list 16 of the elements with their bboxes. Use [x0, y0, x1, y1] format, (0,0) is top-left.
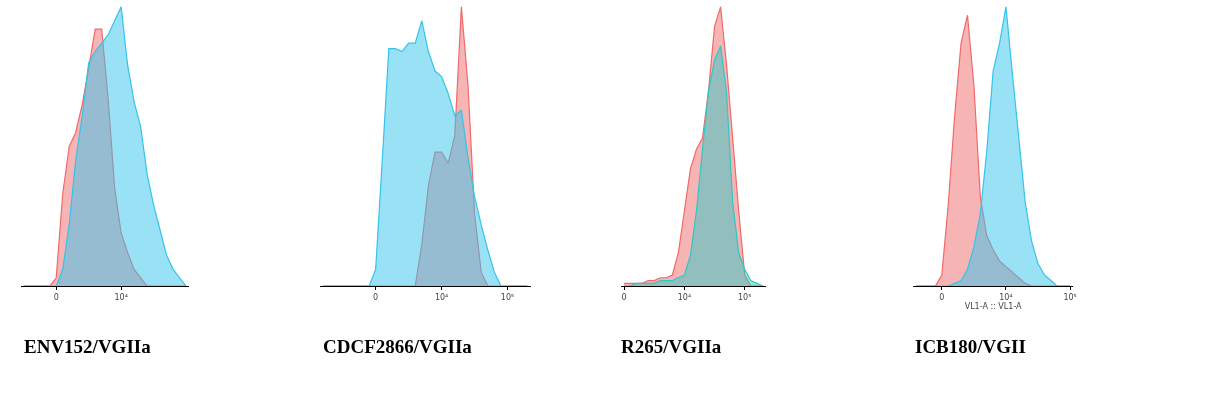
- x-tick-label: 10⁴: [114, 292, 128, 302]
- x-tick-label: 0: [621, 292, 627, 302]
- text: ICB180/VGII: [915, 336, 1026, 357]
- text: R265/VGIIa: [621, 336, 722, 357]
- x-tick-label: 0: [939, 292, 945, 302]
- x-tick-label: 0: [53, 292, 59, 302]
- x-tick-label: 10⁵: [500, 292, 515, 302]
- x-tick-label: 10⁵: [738, 292, 752, 302]
- x-tick-label: 0: [373, 292, 379, 302]
- x-axis-title: VL1-A :: VL1-A: [964, 301, 1023, 311]
- text: ENV152/VGIIa: [24, 336, 152, 357]
- x-tick-label: 10⁴: [434, 292, 449, 302]
- text: CDCF2866/VGIIa: [323, 336, 473, 357]
- x-tick-label: 10⁴: [999, 292, 1013, 302]
- x-tick-label: 10⁵: [1063, 292, 1077, 302]
- x-tick-label: 10⁴: [677, 292, 692, 302]
